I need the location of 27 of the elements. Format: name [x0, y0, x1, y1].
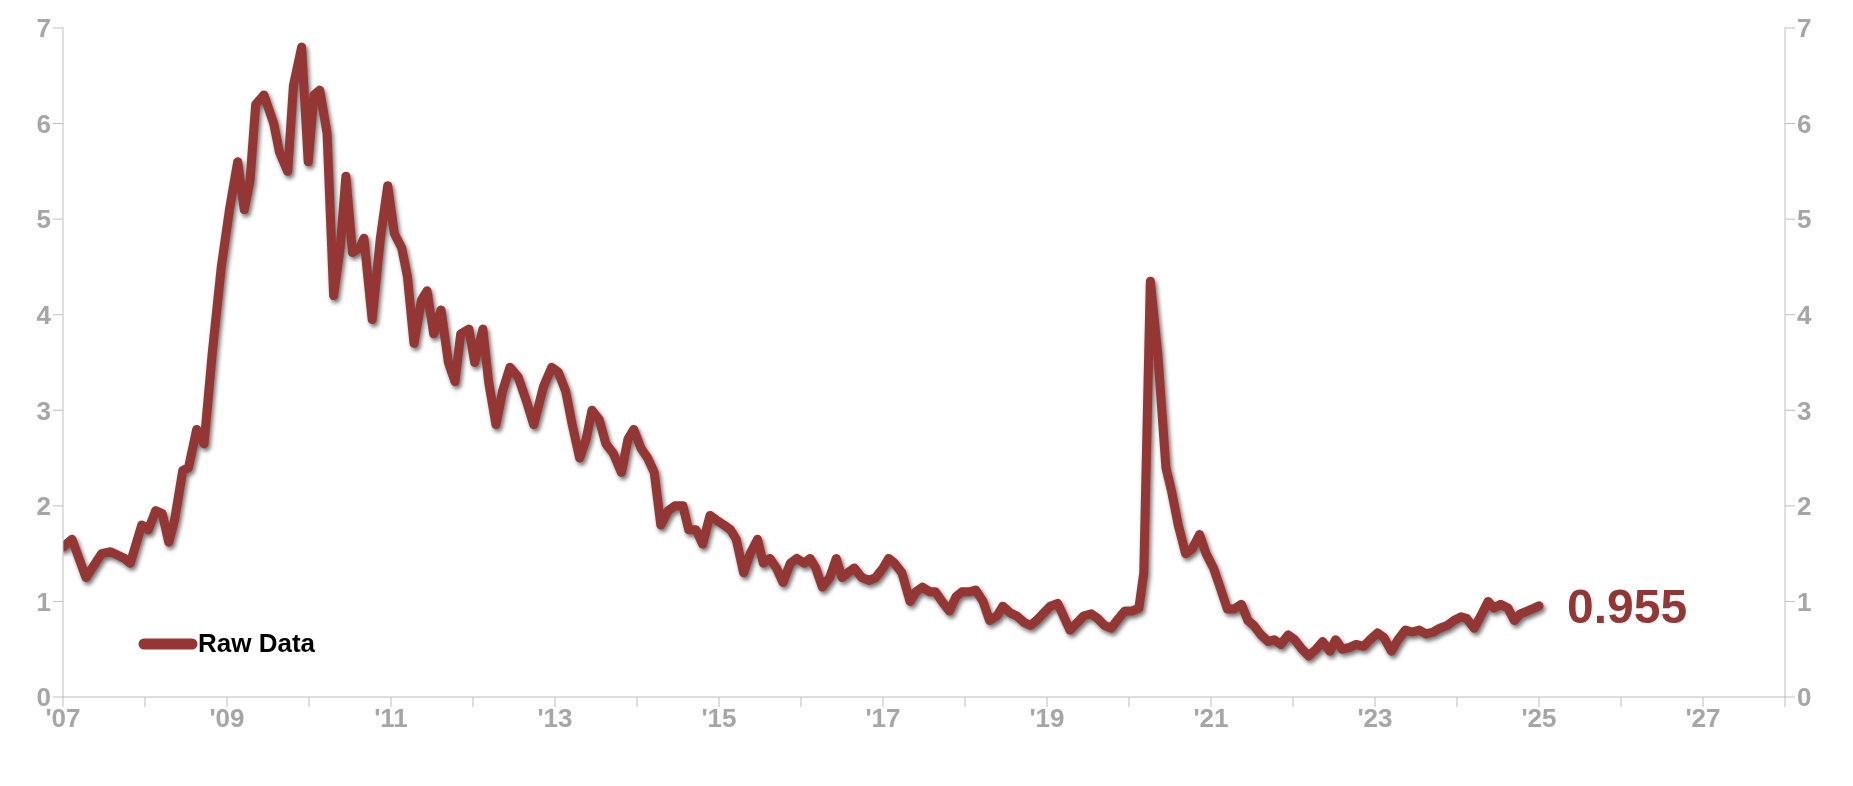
- y2-tick-label: 6: [1797, 108, 1812, 139]
- y2-tick-label: 7: [1797, 13, 1812, 44]
- y-tick-label: 7: [36, 13, 51, 44]
- y2-tick-label: 2: [1797, 491, 1812, 522]
- y-tick-label: 5: [36, 204, 51, 235]
- x-tick-label: '19: [1029, 703, 1065, 734]
- y-tick-label: 6: [36, 108, 51, 139]
- y2-tick-label: 4: [1797, 299, 1812, 330]
- x-tick-label: '17: [865, 703, 901, 734]
- y2-tick-label: 1: [1797, 586, 1812, 617]
- y2-tick-label: 3: [1797, 395, 1812, 426]
- x-tick-label: '09: [209, 703, 245, 734]
- x-tick-label: '15: [701, 703, 737, 734]
- y2-tick-label: 0: [1797, 682, 1812, 713]
- x-tick-label: '27: [1685, 703, 1721, 734]
- y-tick-label: 3: [36, 395, 51, 426]
- y-tick-label: 4: [36, 299, 52, 330]
- x-tick-label: '13: [537, 703, 573, 734]
- x-tick-label: '21: [1193, 703, 1229, 734]
- y-tick-label: 1: [36, 586, 51, 617]
- x-tick-label: '11: [374, 703, 408, 734]
- x-tick-label: '23: [1357, 703, 1393, 734]
- x-tick-label: '25: [1521, 703, 1557, 734]
- y2-tick-label: 5: [1797, 204, 1812, 235]
- legend-label: Raw Data: [198, 628, 316, 659]
- annotation: 0.955: [1567, 579, 1688, 633]
- y-tick-label: 2: [36, 491, 51, 522]
